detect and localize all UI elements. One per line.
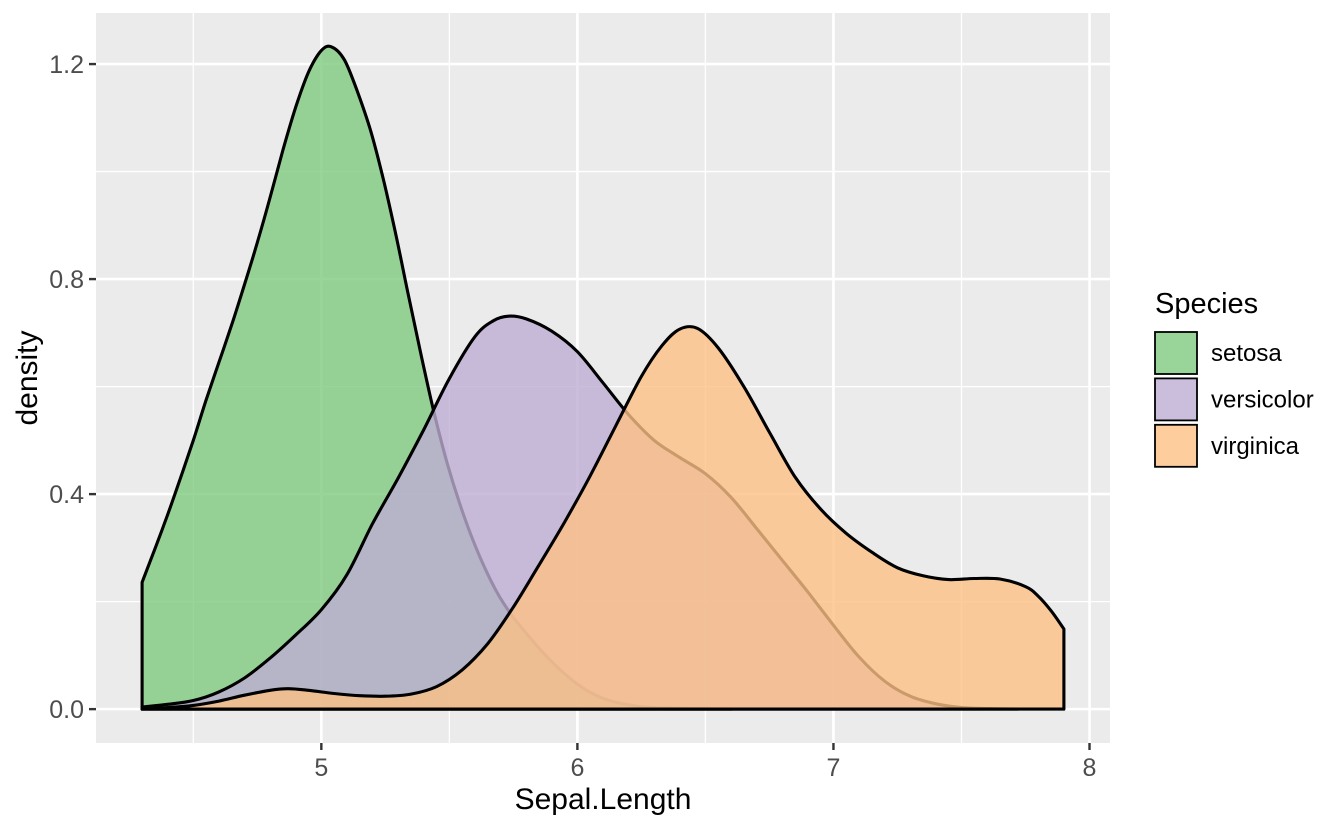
legend-key-versicolor xyxy=(1154,377,1198,422)
y-tick-label: 1.2 xyxy=(49,51,84,79)
legend-key-virginica xyxy=(1154,423,1198,468)
legend-title: Species xyxy=(1155,288,1258,320)
x-axis-title: Sepal.Length xyxy=(515,783,692,816)
legend-label-virginica: virginica xyxy=(1211,433,1300,460)
legend-label-versicolor: versicolor xyxy=(1211,386,1314,413)
legend-keys: setosa versicolor virginica xyxy=(1154,331,1314,468)
x-tick-label: 8 xyxy=(1083,754,1097,782)
y-tick-label: 0.0 xyxy=(49,696,84,724)
y-tick-label: 0.4 xyxy=(49,481,84,509)
axes: 5 6 7 8 0.0 0.4 0.8 1.2 xyxy=(49,51,1096,782)
x-tick-label: 7 xyxy=(827,754,841,782)
y-tick-label: 0.8 xyxy=(49,266,84,294)
legend-label-setosa: setosa xyxy=(1211,340,1282,367)
x-tick-label: 5 xyxy=(314,754,328,782)
density-curves xyxy=(140,44,1066,711)
density-curve-virginica xyxy=(140,325,1066,711)
x-tick-label: 6 xyxy=(570,754,584,782)
y-axis-title: density xyxy=(11,330,44,425)
legend-key-setosa xyxy=(1154,331,1198,375)
legend: Species setosa versicolor virginica xyxy=(1154,288,1314,468)
